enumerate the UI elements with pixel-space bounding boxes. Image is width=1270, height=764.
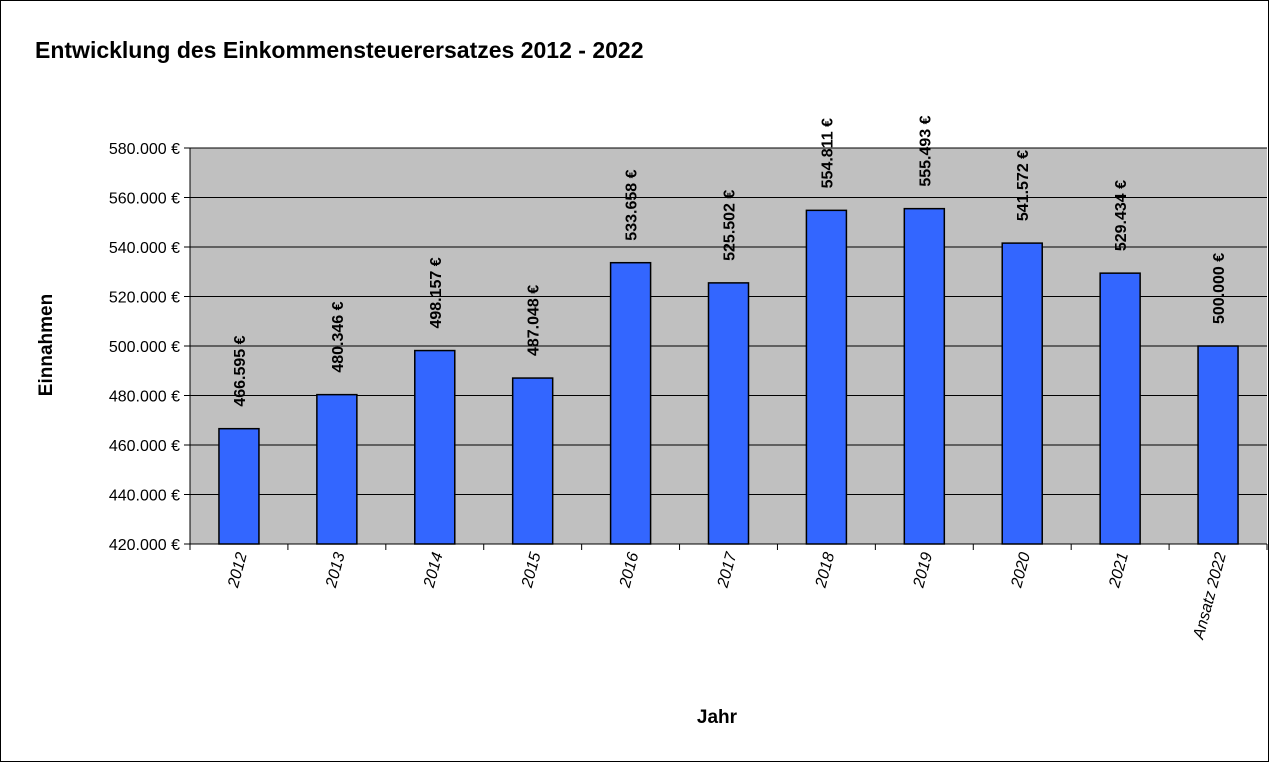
x-tick-label: 2014	[421, 551, 447, 591]
x-axis-title: Jahr	[697, 707, 738, 728]
y-tick-label: 460.000 €	[109, 438, 180, 455]
bar	[1001, 242, 1043, 545]
bar	[218, 427, 260, 545]
x-tick-label: 2021	[1106, 551, 1132, 591]
y-tick-label: 580.000 €	[109, 141, 180, 158]
y-axis-title: Einnahmen	[36, 294, 57, 396]
x-tick-label: 2018	[812, 551, 838, 591]
data-label: 480.346 €	[330, 301, 347, 372]
y-tick-labels: 420.000 € 440.000 € 460.000 € 480.000 € 500.…	[109, 141, 180, 554]
x-tick-label: 2020	[1008, 551, 1034, 591]
bar	[1197, 345, 1239, 545]
data-labels: 466.595 € 480.346 € 498.157 € 487.048 € 533.…	[232, 115, 1228, 406]
data-label: 554.811 €	[819, 118, 836, 188]
y-tick-label: 480.000 €	[109, 389, 180, 406]
bar	[707, 282, 750, 545]
x-tick-label: 2017	[714, 550, 740, 591]
x-tick-labels: 2012 2013 2014 2015 2016 2017 2018 2019 2020 2021…	[225, 550, 1230, 642]
y-tick-label: 540.000 €	[109, 240, 180, 257]
bar	[609, 261, 652, 545]
data-label: 498.157 €	[428, 257, 445, 328]
axes	[184, 147, 1268, 550]
x-tick-label: 2012	[225, 551, 251, 591]
bar	[903, 207, 946, 545]
data-label: 533.658 €	[624, 169, 641, 240]
bar	[805, 209, 848, 545]
data-label: 466.595 €	[232, 335, 249, 406]
y-tick-label: 560.000 €	[109, 191, 180, 208]
bar	[511, 377, 554, 545]
x-tick-label: 2015	[519, 551, 545, 591]
bar	[316, 393, 358, 545]
data-label: 555.493 €	[917, 115, 934, 186]
x-tick-label: Ansatz 2022	[1190, 551, 1230, 642]
chart-title: Entwicklung des Einkommensteuerersatzes …	[35, 37, 644, 63]
data-label: 541.572 €	[1015, 150, 1032, 221]
x-tick-label: 2013	[323, 551, 349, 591]
data-label: 487.048 €	[526, 285, 543, 356]
data-label: 500.000 €	[1211, 253, 1228, 324]
x-tick-label: 2019	[910, 551, 936, 591]
y-tick-label: 440.000 €	[109, 488, 180, 505]
y-tick-label: 520.000 €	[109, 290, 180, 307]
y-tick-label: 420.000 €	[109, 537, 180, 554]
y-tick-label: 500.000 €	[109, 339, 180, 356]
data-label: 525.502 €	[722, 190, 739, 261]
x-tick-label: 2016	[617, 551, 643, 591]
bar	[1099, 272, 1141, 545]
data-label: 529.434 €	[1113, 180, 1130, 251]
bars	[218, 207, 1239, 545]
bar	[414, 349, 456, 545]
